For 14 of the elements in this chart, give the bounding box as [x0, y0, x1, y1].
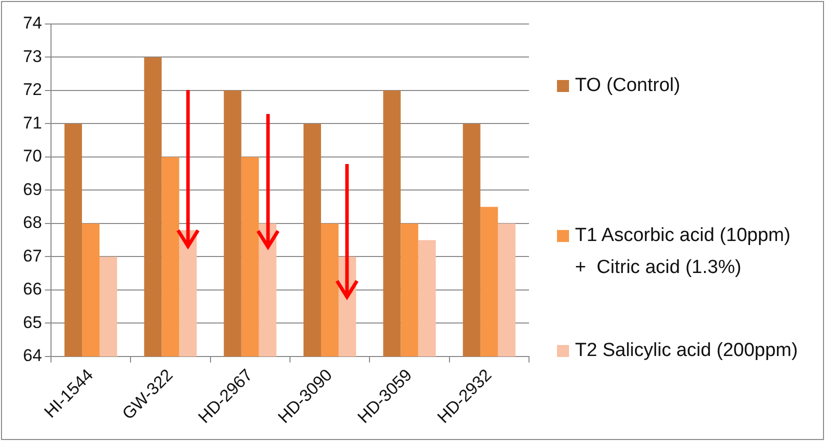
y-tick-label: 72 [22, 80, 42, 100]
y-tick-label: 68 [22, 213, 42, 232]
legend-label: TO (Control) [575, 74, 682, 98]
y-tick-label: 71 [22, 113, 42, 132]
y-tick-label: 69 [22, 180, 42, 199]
legend-label: T2 Salicylic acid (200ppm) [575, 339, 799, 363]
y-tick-label: 74 [22, 14, 42, 33]
y-tick-label: 73 [22, 46, 42, 66]
legend-label: T1 Ascorbic acid (10ppm) + Citric acid (1.3%) [575, 224, 792, 280]
y-tick-label: 70 [22, 146, 42, 166]
y-tick-label: 65 [22, 312, 42, 332]
y-tick-label: 66 [22, 280, 42, 299]
y-tick-label: 64 [22, 346, 42, 366]
y-tick-label: 67 [22, 246, 42, 266]
